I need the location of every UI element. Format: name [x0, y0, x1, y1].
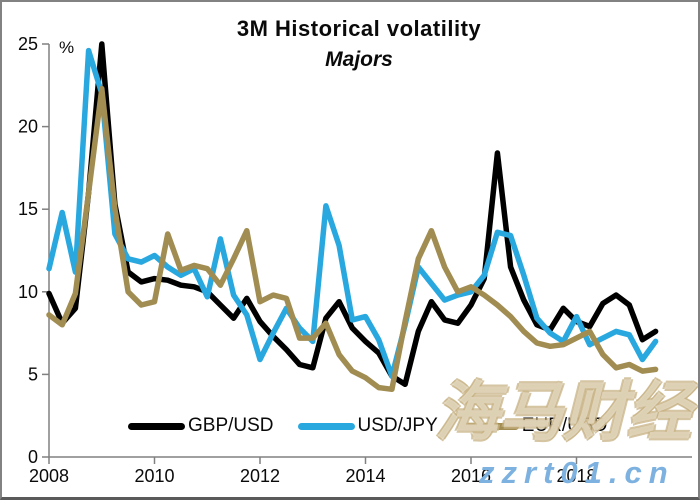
x-tick-label: 2008: [29, 466, 69, 486]
legend-item-usdjpy: USD/JPY: [297, 415, 438, 437]
series-line-gbpusd: [46, 41, 659, 388]
x-tick-label: 2010: [134, 466, 174, 486]
legend-label-eurusd: EUR/USD: [521, 415, 608, 436]
x-tick-label: 2016: [451, 466, 491, 486]
gbpusd-line-swatch: [128, 422, 185, 430]
chart-subtitle: Majors: [325, 48, 393, 71]
usdjpy-line-swatch: [297, 422, 355, 430]
y-tick-label: 25: [18, 34, 38, 54]
watermark-text: 海马财经: [435, 376, 691, 448]
eurusd-line-swatch: [461, 422, 519, 430]
y-tick-label: 5: [28, 364, 38, 384]
watermark-url: zzrt01.cn: [479, 455, 675, 490]
legend-item-eurusd: EUR/USD: [461, 415, 608, 437]
legend-item-gbpusd: GBP/USD: [128, 415, 274, 437]
series-line-usdjpy: [46, 47, 659, 379]
y-axis-unit-label: %: [59, 38, 75, 57]
legend-label-usdjpy: USD/JPY: [357, 415, 438, 436]
x-tick-label: 2014: [345, 466, 385, 486]
y-tick-label: 20: [18, 117, 38, 137]
legend-label-gbpusd: GBP/USD: [188, 415, 274, 436]
x-tick-label: 2012: [240, 466, 280, 486]
y-tick-label: 10: [18, 282, 38, 302]
y-tick-label: 15: [18, 199, 38, 219]
x-tick-label: 2018: [556, 466, 596, 486]
y-tick-label: 0: [28, 447, 38, 467]
chart-title: 3M Historical volatility: [236, 16, 482, 41]
chart-legend: GBP/USD USD/JPY EUR/USD: [128, 415, 607, 437]
series-line-eurusd: [46, 85, 659, 393]
